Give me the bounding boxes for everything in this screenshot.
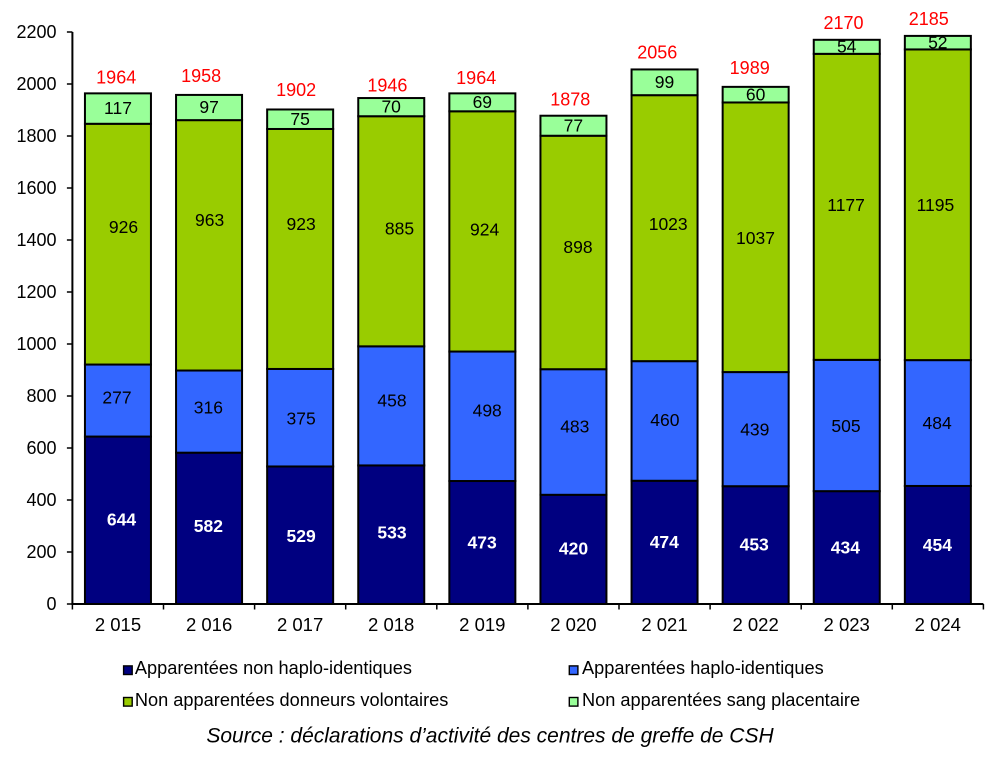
svg-text:Source : déclarations d’activi: Source : déclarations d’activité des cen…	[206, 725, 774, 748]
svg-text:474: 474	[650, 532, 679, 552]
svg-text:460: 460	[650, 410, 679, 430]
svg-text:600: 600	[26, 438, 56, 458]
svg-text:Apparentées haplo-identiques: Apparentées haplo-identiques	[582, 658, 824, 678]
svg-text:498: 498	[473, 400, 502, 420]
svg-text:923: 923	[286, 214, 315, 234]
svg-text:533: 533	[377, 522, 406, 542]
svg-text:1964: 1964	[456, 68, 496, 88]
svg-text:505: 505	[831, 416, 860, 436]
svg-text:885: 885	[385, 218, 414, 238]
svg-text:1023: 1023	[649, 214, 688, 234]
svg-text:439: 439	[740, 420, 769, 440]
svg-text:1946: 1946	[367, 76, 407, 96]
svg-text:453: 453	[740, 535, 769, 555]
svg-text:2 020: 2 020	[550, 614, 596, 635]
svg-text:2056: 2056	[637, 42, 677, 62]
svg-text:0: 0	[46, 594, 56, 614]
svg-text:2 019: 2 019	[459, 614, 505, 635]
svg-text:97: 97	[199, 97, 218, 117]
svg-text:800: 800	[26, 386, 56, 406]
svg-text:375: 375	[286, 409, 315, 429]
svg-text:926: 926	[109, 217, 138, 237]
svg-text:2 016: 2 016	[186, 614, 232, 635]
svg-text:277: 277	[102, 387, 131, 407]
svg-text:1964: 1964	[96, 68, 136, 88]
svg-text:924: 924	[470, 220, 499, 240]
svg-text:200: 200	[26, 542, 56, 562]
svg-text:1195: 1195	[917, 195, 955, 215]
svg-text:1400: 1400	[16, 230, 56, 250]
svg-text:99: 99	[655, 72, 674, 92]
svg-text:60: 60	[746, 84, 766, 104]
svg-text:582: 582	[194, 516, 223, 536]
svg-text:483: 483	[560, 417, 589, 437]
svg-text:2000: 2000	[16, 74, 56, 94]
svg-text:316: 316	[194, 397, 223, 417]
svg-text:75: 75	[290, 109, 309, 129]
svg-text:2 023: 2 023	[824, 614, 870, 635]
svg-text:117: 117	[104, 98, 132, 118]
svg-text:1037: 1037	[736, 228, 775, 248]
svg-text:Non apparentées donneurs volon: Non apparentées donneurs volontaires	[135, 690, 448, 710]
svg-text:2 017: 2 017	[277, 614, 323, 635]
svg-text:473: 473	[467, 532, 496, 552]
svg-text:54: 54	[837, 36, 857, 56]
svg-text:69: 69	[473, 92, 492, 112]
svg-text:529: 529	[286, 526, 315, 546]
svg-text:1177: 1177	[827, 195, 865, 215]
svg-text:963: 963	[195, 210, 224, 230]
svg-text:400: 400	[26, 490, 56, 510]
svg-text:77: 77	[564, 115, 583, 135]
svg-text:2185: 2185	[909, 9, 949, 29]
svg-text:2 022: 2 022	[732, 614, 778, 635]
svg-text:1902: 1902	[276, 80, 316, 100]
svg-text:644: 644	[107, 509, 136, 529]
svg-text:2 018: 2 018	[368, 614, 414, 635]
svg-text:70: 70	[381, 97, 401, 117]
svg-text:1958: 1958	[181, 66, 221, 86]
svg-text:Apparentées non haplo-identiqu: Apparentées non haplo-identiques	[135, 658, 412, 678]
svg-text:2170: 2170	[823, 13, 863, 33]
svg-text:1000: 1000	[16, 334, 56, 354]
svg-text:2 015: 2 015	[95, 614, 141, 635]
svg-text:52: 52	[928, 32, 947, 52]
svg-text:454: 454	[923, 535, 952, 555]
svg-text:1800: 1800	[16, 126, 56, 146]
svg-text:434: 434	[831, 537, 860, 557]
svg-text:Non apparentées sang placentai: Non apparentées sang placentaire	[582, 690, 860, 710]
svg-text:2 021: 2 021	[641, 614, 687, 635]
svg-text:1989: 1989	[730, 58, 770, 78]
svg-text:458: 458	[377, 390, 406, 410]
svg-text:898: 898	[563, 237, 592, 257]
svg-text:2200: 2200	[16, 22, 56, 42]
svg-text:420: 420	[559, 539, 588, 559]
svg-text:1200: 1200	[16, 282, 56, 302]
svg-text:484: 484	[922, 413, 951, 433]
svg-text:1600: 1600	[16, 178, 56, 198]
svg-text:2 024: 2 024	[915, 614, 961, 635]
svg-text:1878: 1878	[550, 89, 590, 109]
